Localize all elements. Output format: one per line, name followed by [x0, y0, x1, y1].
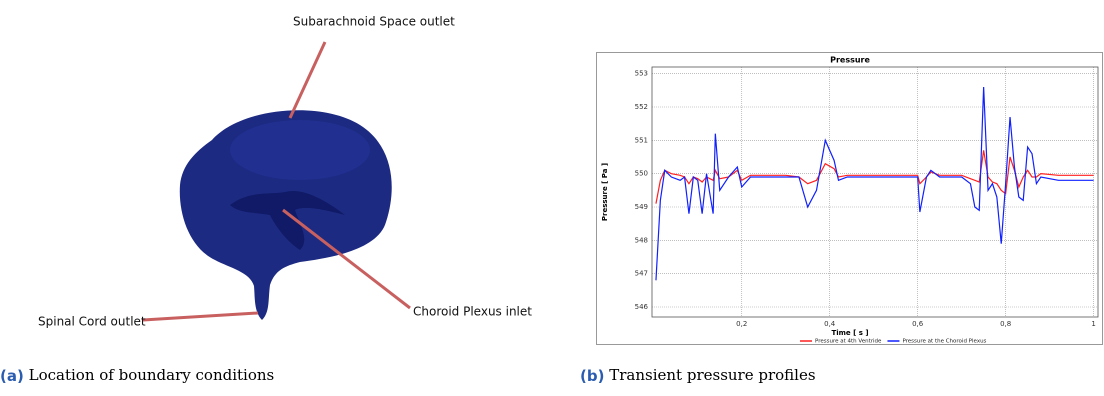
boundary-label: Subarachnoid Space outlet — [293, 15, 455, 29]
x-tick-label: 0,8 — [1000, 320, 1011, 328]
x-tick-label: 1 — [1091, 320, 1095, 328]
x-tick-label: 0,2 — [736, 320, 747, 328]
caption-text: Transient pressure profiles — [609, 366, 815, 384]
brain-highlight — [230, 120, 370, 180]
y-tick-label: 549 — [635, 203, 648, 211]
y-axis-label: Pressure [ Pa ] — [601, 163, 609, 221]
caption-label: (b) — [580, 367, 604, 385]
brain-inner — [230, 190, 345, 250]
y-tick-label: 546 — [635, 303, 649, 311]
boundary-label: Choroid Plexus inlet — [413, 305, 532, 319]
y-tick-label: 548 — [635, 236, 648, 244]
pointer-line — [282, 208, 411, 310]
y-tick-label: 550 — [635, 170, 648, 178]
caption-label: (a) — [0, 367, 24, 385]
legend-label: Pressure at the Choroid Plexus — [902, 339, 986, 345]
brain-render — [179, 110, 392, 320]
y-tick-label: 552 — [635, 103, 648, 111]
caption: (a) Location of boundary conditions — [0, 366, 274, 385]
legend-label: Pressure at 4th Ventride — [815, 339, 882, 345]
series-line — [655, 86, 1094, 281]
chart-title: Pressure — [830, 56, 870, 65]
boundary-label: Spinal Cord outlet — [38, 315, 146, 329]
caption-text: Location of boundary conditions — [29, 366, 275, 384]
y-tick-label: 547 — [635, 270, 648, 278]
caption: (b) Transient pressure profiles — [580, 366, 816, 385]
y-tick-label: 551 — [635, 136, 648, 144]
series-line — [655, 150, 1094, 204]
plot-area — [651, 66, 1099, 318]
pointer-line — [288, 41, 327, 119]
y-tick-label: 553 — [635, 70, 648, 78]
x-tick-label: 0,4 — [824, 320, 836, 328]
chart-frame — [596, 52, 1103, 345]
pointer-line — [142, 311, 259, 322]
x-tick-label: 0,6 — [912, 320, 924, 328]
x-axis-label: Time [ s ] — [831, 329, 868, 337]
